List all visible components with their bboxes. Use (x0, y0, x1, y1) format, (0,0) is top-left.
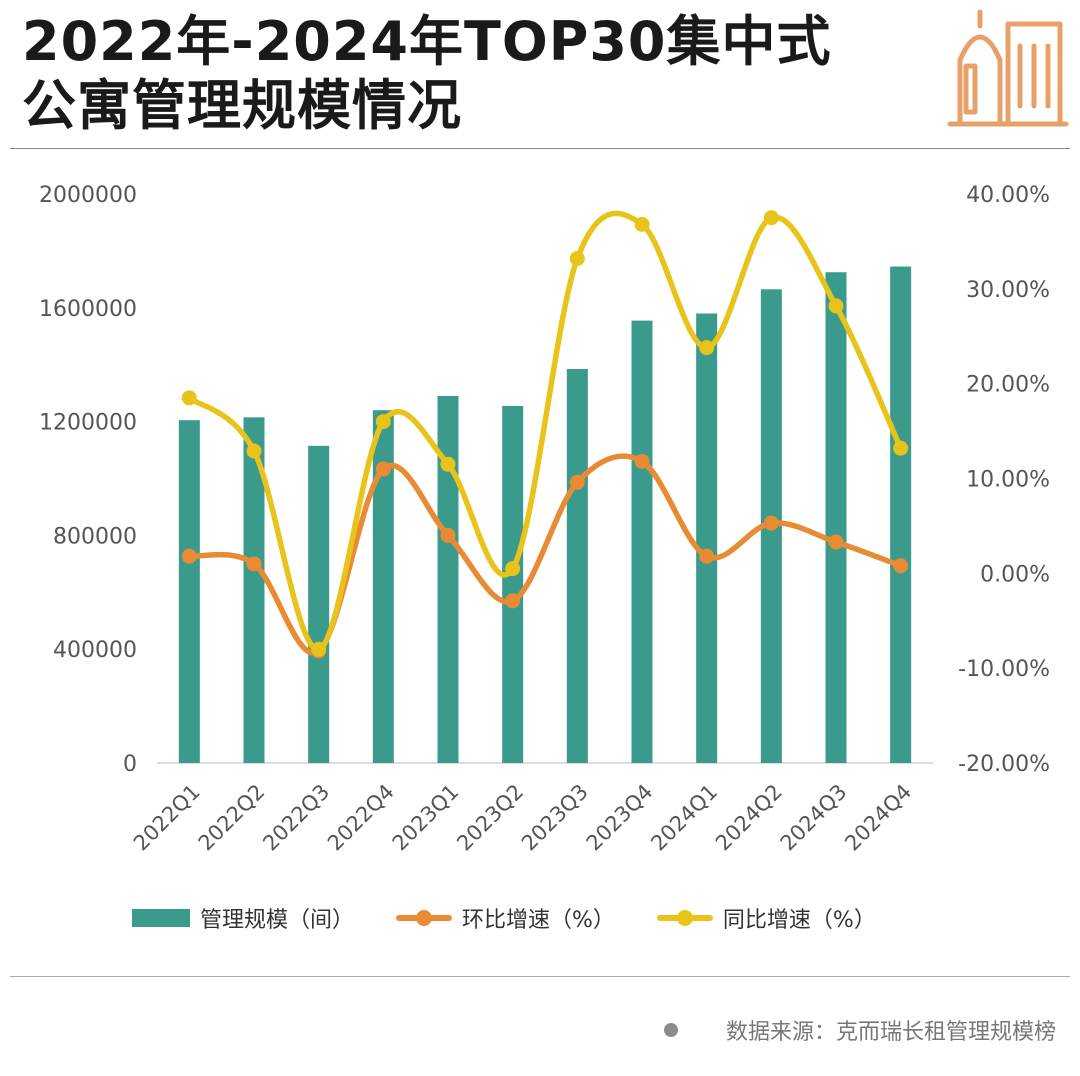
yoy-point-2023Q4 (634, 216, 650, 232)
yoy-point-2024Q3 (828, 298, 844, 314)
qoq-point-2022Q2 (246, 556, 262, 572)
bar-2023Q3 (566, 368, 588, 763)
bar-2022Q1 (178, 420, 200, 763)
qoq-point-2023Q3 (569, 474, 585, 490)
source-text: 数据来源：克而瑞长租管理规模榜 (725, 1020, 1056, 1045)
right-axis-tick-label: -20.00% (958, 752, 1050, 777)
bar-2022Q3 (308, 445, 330, 763)
legend-item-qoq: 环比增速（%） (396, 902, 615, 934)
bar-2024Q3 (825, 272, 847, 763)
legend-label-scale: 管理规模（间） (200, 908, 355, 933)
chart-title: 2022年-2024年TOP30集中式 公寓管理规模情况 (22, 10, 922, 138)
x-tick-label: 2024Q1 (646, 780, 722, 856)
bar-2022Q2 (243, 417, 265, 763)
left-axis-tick-label: 400000 (53, 638, 137, 663)
qoq-point-2024Q4 (893, 558, 909, 574)
x-tick-label: 2023Q3 (517, 780, 593, 856)
right-axis-tick-label: 10.00% (966, 468, 1050, 493)
legend: 管理规模（间） 环比增速（%） 同比增速（%） (132, 898, 876, 938)
qoq-point-2024Q1 (699, 548, 715, 564)
right-axis-tick-label: 20.00% (966, 373, 1050, 398)
footer-divider (10, 976, 1070, 977)
building-icon (947, 9, 1069, 127)
legend-label-yoy: 同比增速（%） (722, 908, 876, 933)
yoy-point-2022Q4 (375, 414, 391, 430)
qoq-point-2022Q4 (375, 461, 391, 477)
bar-2023Q2 (502, 405, 524, 763)
right-axis-tick-label: -10.00% (958, 657, 1050, 682)
left-axis-tick-label: 800000 (53, 524, 137, 549)
x-tick-label: 2022Q3 (258, 780, 334, 856)
qoq-point-2024Q2 (763, 515, 779, 531)
legend-item-yoy: 同比增速（%） (656, 902, 876, 934)
bar-2024Q1 (696, 313, 718, 763)
title-divider (10, 148, 1070, 149)
legend-swatch-qoq (396, 909, 453, 927)
bullet-dot-icon (663, 1023, 678, 1037)
left-axis-tick-label: 1600000 (39, 297, 137, 322)
legend-label-qoq: 环比增速（%） (462, 908, 615, 933)
qoq-point-2024Q3 (828, 534, 844, 550)
yoy-point-2024Q1 (699, 340, 715, 356)
title-line-2: 公寓管理规模情况 (22, 74, 462, 137)
legend-swatch-bar (132, 909, 190, 927)
legend-item-scale: 管理规模（间） (132, 902, 354, 934)
left-axis-tick-label: 1200000 (39, 411, 137, 436)
yoy-point-2023Q3 (569, 250, 585, 266)
bar-2023Q4 (631, 320, 653, 763)
bar-2023Q1 (437, 395, 459, 763)
x-tick-label: 2024Q3 (776, 780, 852, 856)
source-note: 数据来源：克而瑞长租管理规模榜 (663, 1014, 1056, 1046)
qoq-point-2023Q1 (440, 527, 456, 543)
yoy-point-2022Q3 (311, 641, 327, 657)
yoy-line (186, 210, 904, 652)
bar-2022Q4 (372, 410, 394, 763)
qoq-line (186, 453, 904, 656)
yoy-point-2024Q2 (763, 210, 779, 226)
yoy-point-2023Q2 (505, 561, 521, 577)
yoy-point-2024Q4 (893, 440, 909, 456)
left-axis-tick-label: 0 (123, 752, 137, 777)
chart-area: 0 400000 800000 1200000 1600000 2000000 -20.00… (39, 183, 1050, 856)
x-tick-label: 2022Q2 (194, 780, 270, 856)
x-tick-label: 2022Q1 (129, 780, 205, 856)
x-tick-label: 2022Q4 (323, 780, 399, 856)
yoy-point-2022Q1 (181, 390, 197, 406)
bar-2024Q4 (890, 266, 912, 763)
x-tick-label: 2023Q4 (582, 780, 658, 856)
qoq-point-2022Q1 (181, 548, 197, 564)
right-axis-tick-label: 0.00% (980, 562, 1050, 587)
legend-swatch-yoy (656, 909, 713, 927)
title-line-1: 2022年-2024年TOP30集中式 (22, 10, 832, 73)
right-axis-tick-label: 40.00% (966, 183, 1050, 208)
x-tick-label: 2023Q1 (388, 780, 464, 856)
x-tick-label: 2024Q2 (711, 780, 787, 856)
right-axis-tick-label: 30.00% (966, 278, 1050, 303)
yoy-point-2023Q1 (440, 456, 456, 472)
qoq-point-2023Q4 (634, 453, 650, 469)
x-tick-label: 2023Q2 (452, 780, 528, 856)
qoq-point-2023Q2 (505, 593, 521, 609)
left-axis-tick-label: 2000000 (39, 183, 137, 208)
x-tick-label: 2024Q4 (840, 780, 916, 856)
yoy-point-2022Q2 (246, 443, 262, 459)
